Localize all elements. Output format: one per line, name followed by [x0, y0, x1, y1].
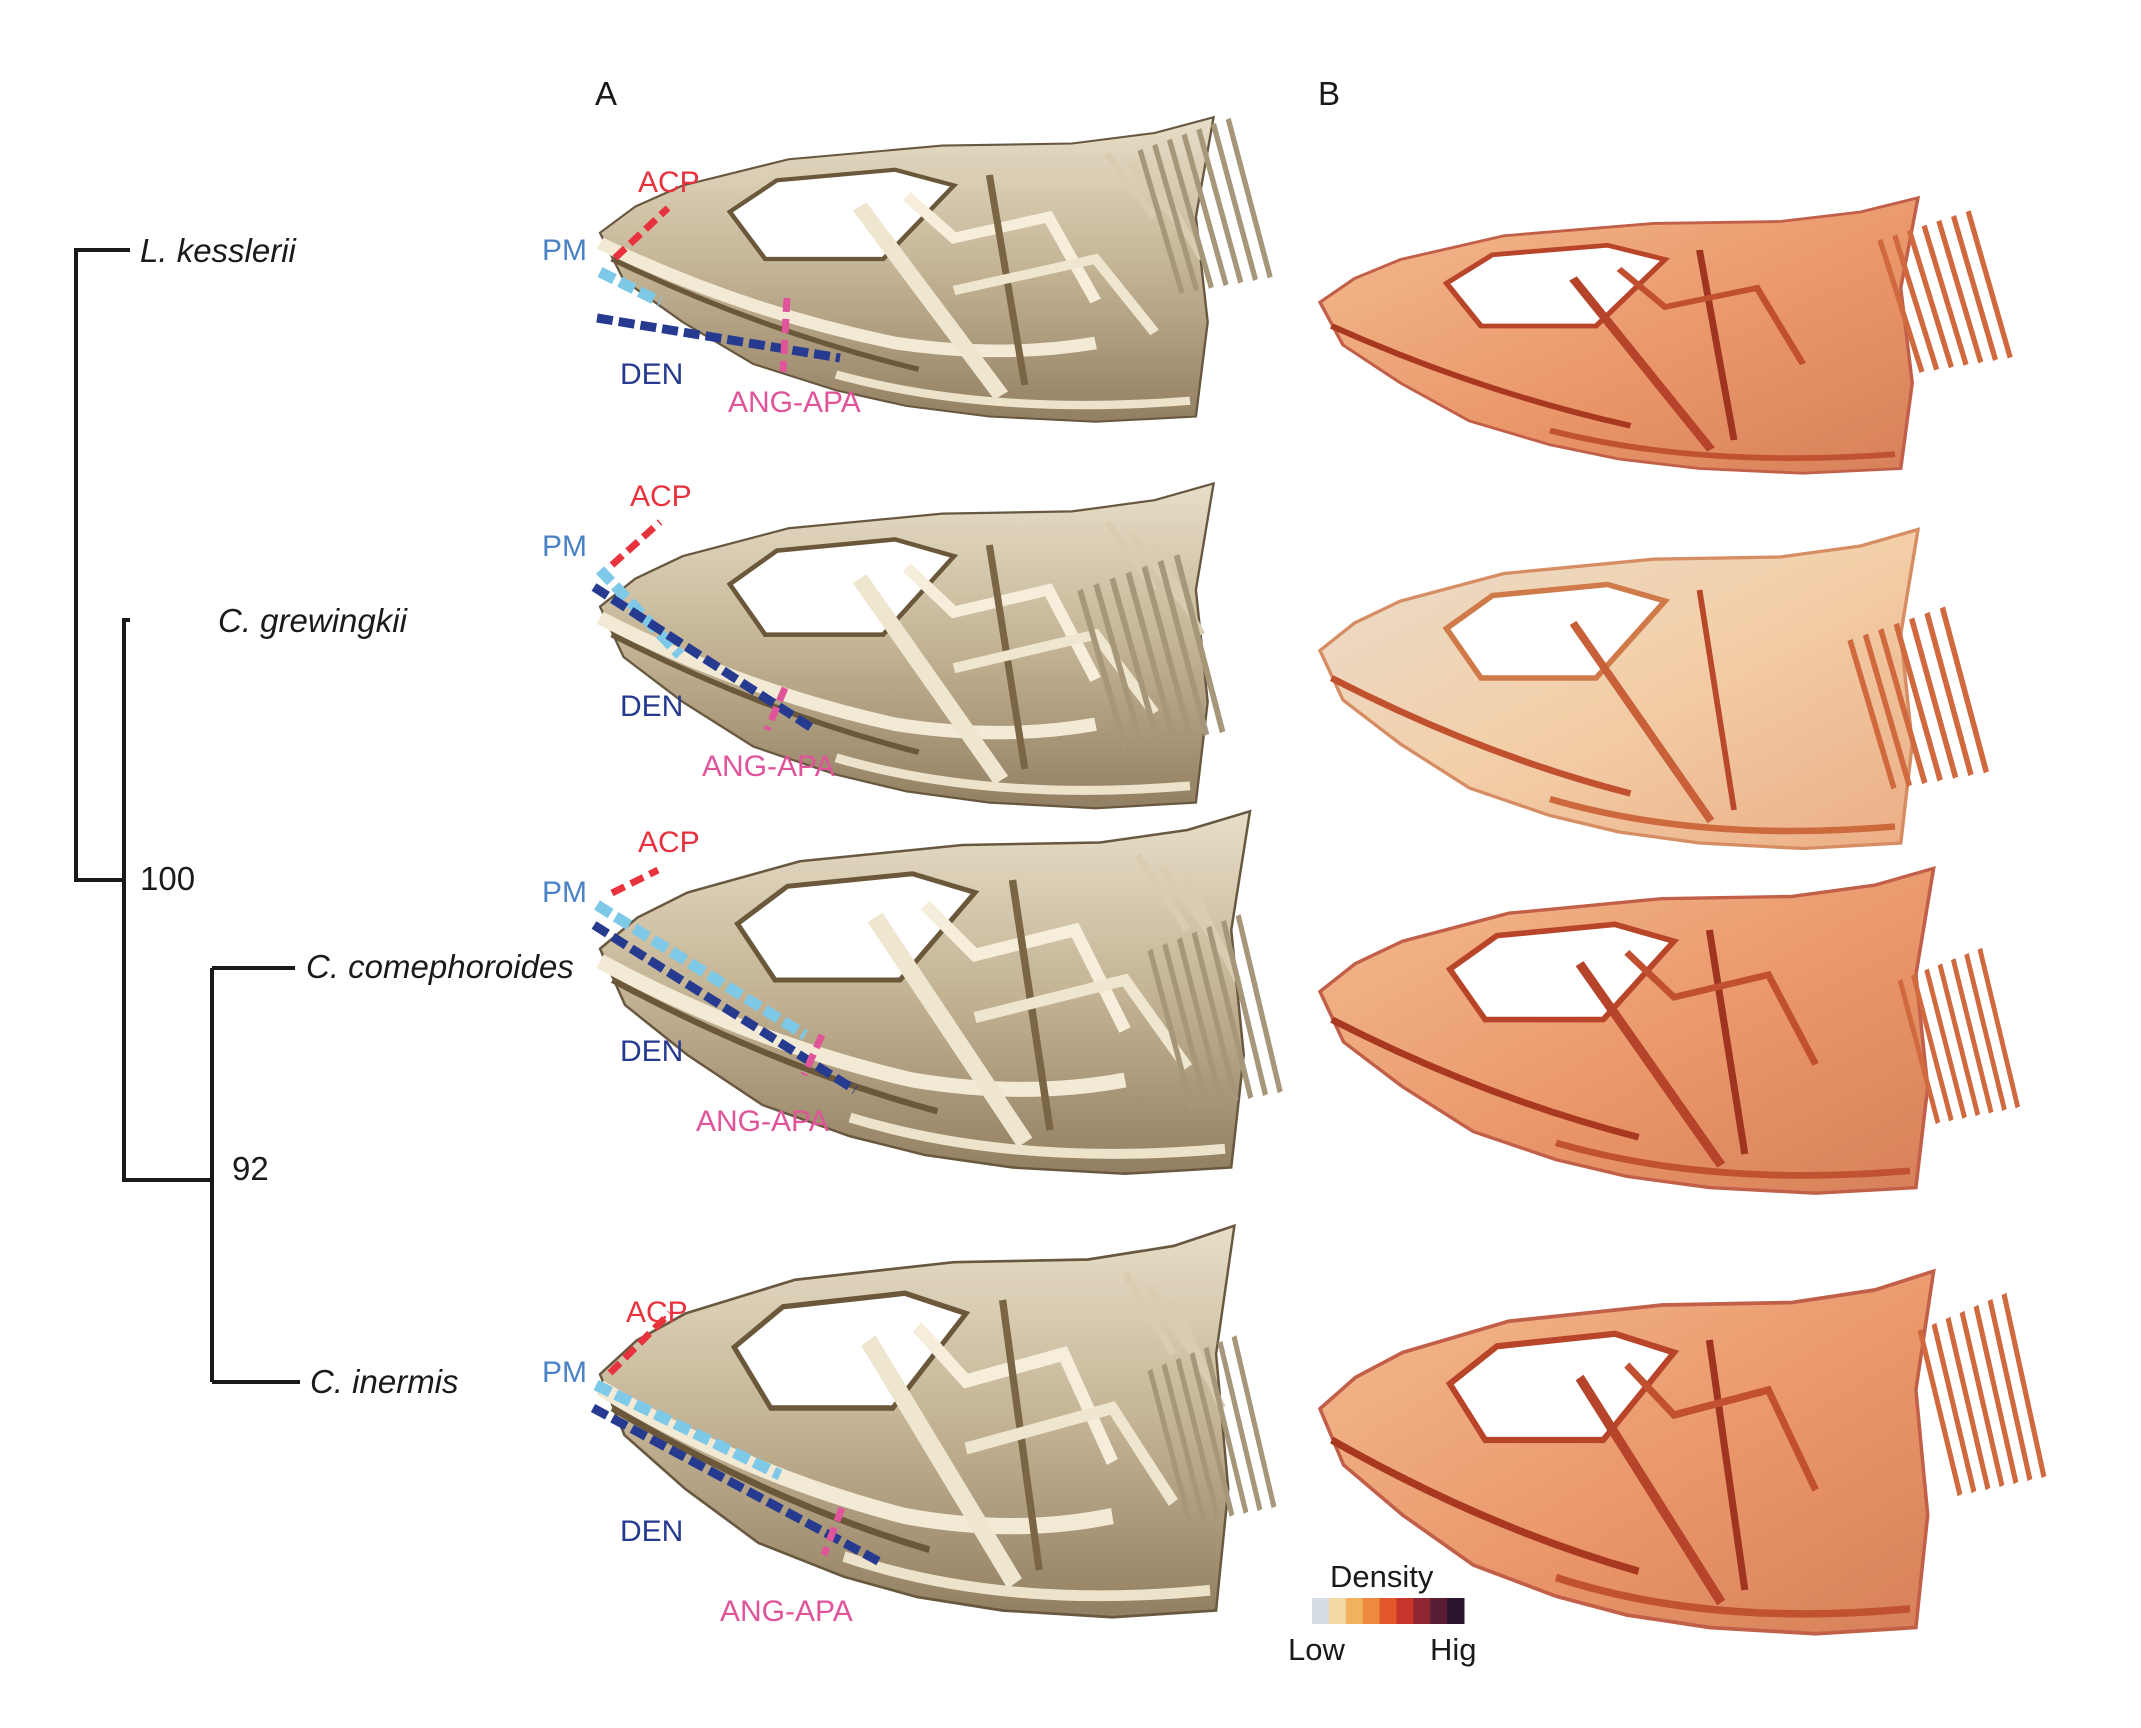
- label-acp: ACP: [626, 1296, 688, 1329]
- tip-label: C. comephoroides: [306, 948, 574, 985]
- label-den: DEN: [620, 1515, 683, 1548]
- phylogeny: L. kesslerii C. grewingkii C. comephoroi…: [74, 232, 574, 1400]
- bone-labels: ACP PM DEN ANG-APA ACP PM DEN ANG-APA AC…: [542, 166, 861, 1628]
- panel-a: [600, 117, 1280, 1617]
- legend-title: Density: [1330, 1559, 1434, 1594]
- legend-swatch: [1379, 1598, 1397, 1624]
- label-ang-apa: ANG-APA: [728, 386, 861, 419]
- measurement-lines-c-grewingkii: [591, 519, 818, 734]
- legend-high-label: Hig: [1430, 1632, 1477, 1667]
- label-acp: ACP: [630, 480, 692, 513]
- density-legend: Density Low Hig: [1288, 1559, 1477, 1667]
- measurement-lines-l-kesslerii: [596, 205, 841, 373]
- legend-low-label: Low: [1288, 1632, 1345, 1667]
- support-value: 100: [140, 860, 195, 897]
- label-ang-apa: ANG-APA: [696, 1105, 829, 1138]
- density-render-c-comephoroides: [1320, 868, 2018, 1193]
- label-pm: PM: [542, 876, 587, 909]
- legend-color-bar: [1312, 1598, 1465, 1624]
- bone-measurement-lines: [590, 205, 883, 1566]
- measurement-lines-c-comephoroides: [591, 866, 858, 1094]
- label-den: DEN: [620, 1035, 683, 1068]
- label-pm: PM: [542, 1356, 587, 1389]
- density-render-c-grewingkii: [1320, 530, 1986, 849]
- legend-swatch: [1362, 1598, 1381, 1624]
- skull-render-c-grewingkii: [600, 483, 1223, 808]
- tip-label: L. kesslerii: [140, 232, 298, 269]
- legend-swatch: [1345, 1598, 1364, 1624]
- label-acp: ACP: [638, 166, 700, 199]
- legend-swatch: [1413, 1598, 1431, 1624]
- measurement-lines-c-inermis: [590, 1310, 883, 1566]
- legend-swatch: [1328, 1598, 1347, 1624]
- panel-label-a: A: [595, 75, 617, 112]
- tip-label: C. inermis: [310, 1363, 459, 1400]
- legend-swatch: [1430, 1598, 1448, 1624]
- tip-label: C. grewingkii: [218, 602, 409, 639]
- panel-b: [1320, 198, 2044, 1634]
- label-ang-apa: ANG-APA: [720, 1595, 853, 1628]
- legend-swatch: [1312, 1598, 1330, 1624]
- label-acp: ACP: [638, 826, 700, 859]
- label-den: DEN: [620, 358, 683, 391]
- label-den: DEN: [620, 690, 683, 723]
- skull-render-c-inermis: [600, 1226, 1274, 1618]
- legend-swatch: [1396, 1598, 1414, 1624]
- legend-swatch: [1447, 1598, 1465, 1624]
- label-ang-apa: ANG-APA: [702, 750, 835, 783]
- skull-render-l-kesslerii: [600, 117, 1270, 422]
- tree-branches: [74, 248, 300, 1384]
- label-pm: PM: [542, 530, 587, 563]
- label-pm: PM: [542, 234, 587, 267]
- density-render-l-kesslerii: [1320, 198, 2010, 474]
- panel-label-b: B: [1318, 75, 1340, 112]
- support-value: 92: [232, 1150, 269, 1187]
